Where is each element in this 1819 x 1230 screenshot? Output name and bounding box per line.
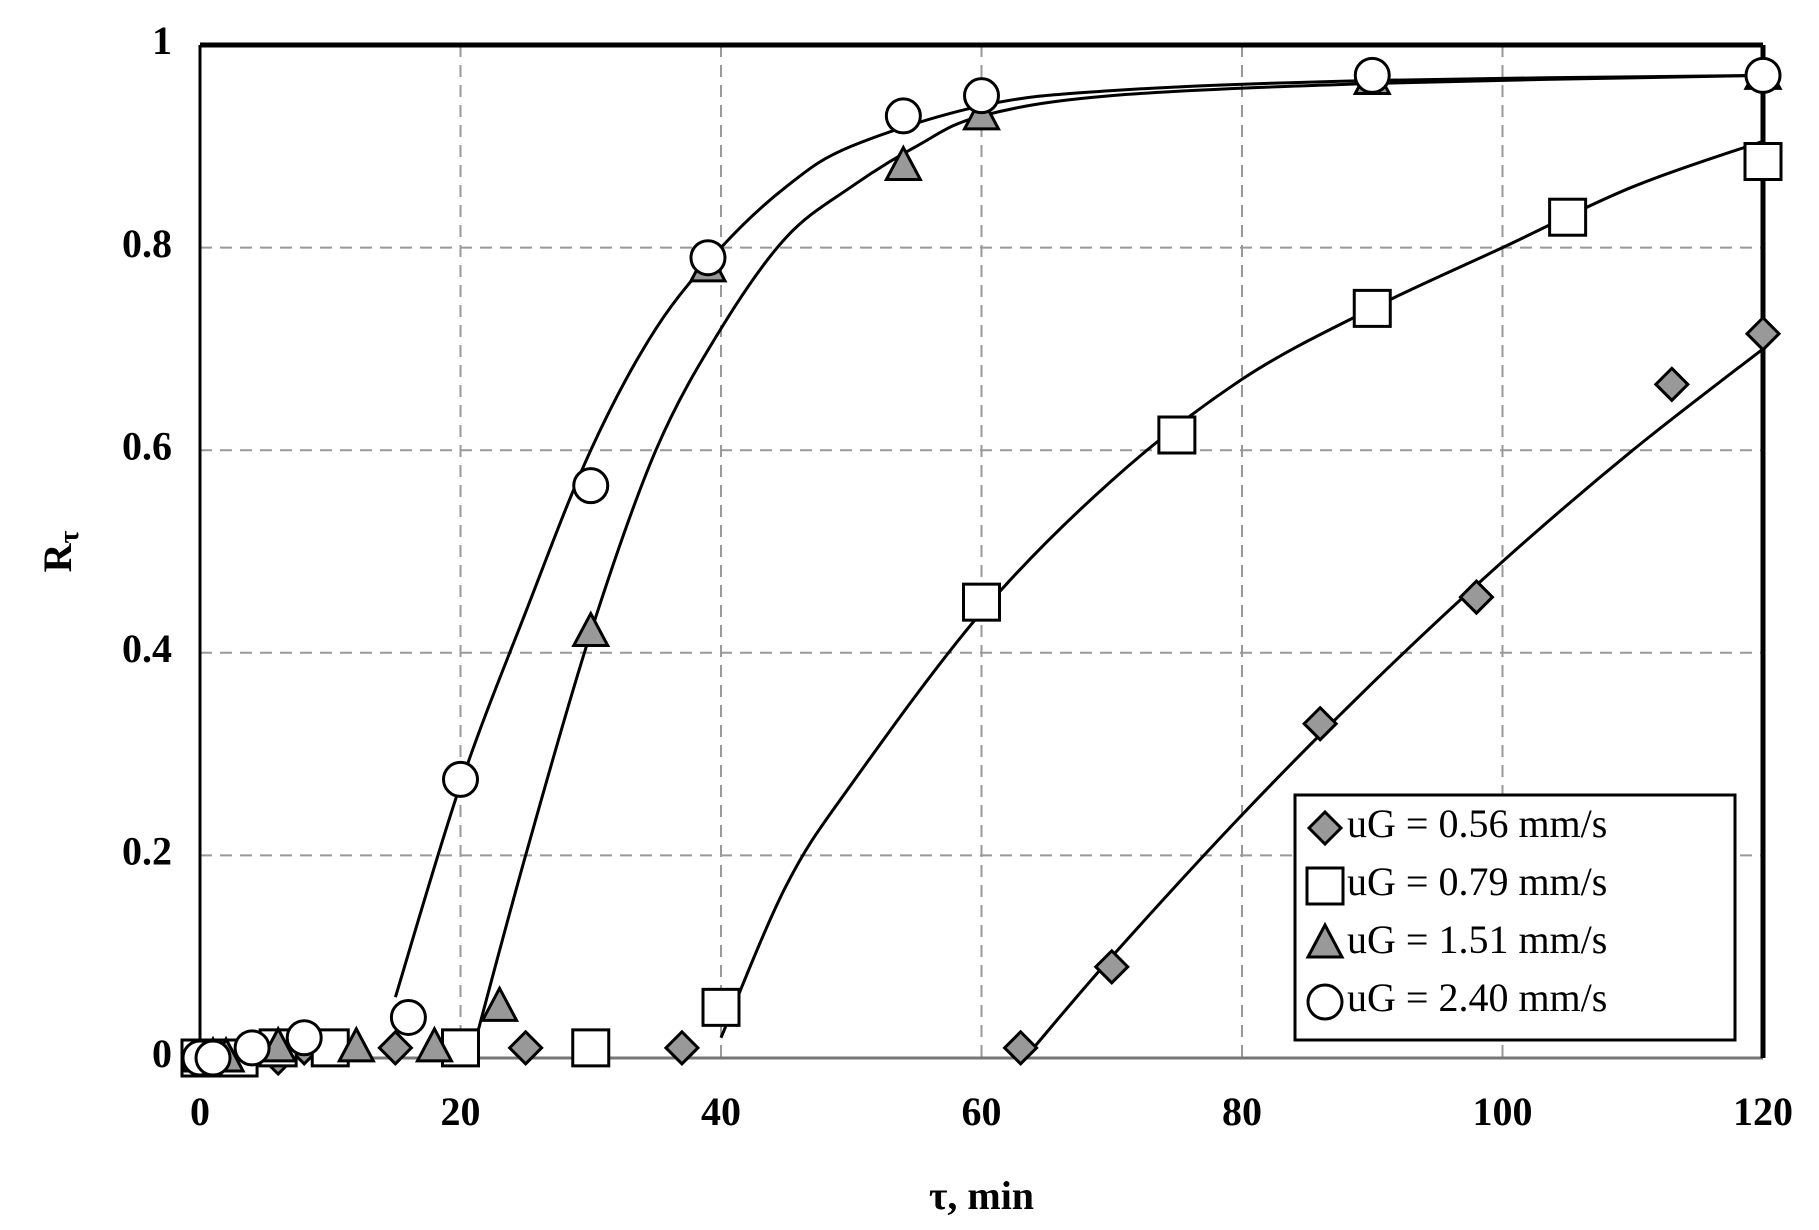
y-tick-label: 0.8	[122, 221, 172, 266]
data-point	[963, 77, 1000, 115]
data-point	[507, 1029, 544, 1066]
data-point	[480, 985, 520, 1022]
data-point	[1305, 921, 1345, 959]
legend-label: uG = 0.56 mm/s	[1347, 801, 1607, 846]
data-point	[442, 760, 479, 798]
data-point	[233, 1029, 271, 1067]
data-point	[377, 1029, 414, 1066]
data-point	[962, 582, 1001, 622]
data-point	[389, 998, 427, 1036]
y-axis-label: Rτ	[35, 531, 85, 573]
data-point	[1305, 866, 1345, 906]
data-point	[1653, 366, 1690, 403]
y-tick-label: 1	[152, 18, 172, 63]
data-point	[663, 1029, 701, 1066]
data-point	[689, 239, 727, 277]
y-tick-label: 0.2	[122, 829, 172, 874]
data-point	[1093, 948, 1130, 985]
y-axis-label-main: R	[35, 542, 80, 572]
legend-box	[1293, 793, 1737, 1042]
data-point	[1352, 288, 1392, 328]
x-tick-label: 40	[701, 1089, 741, 1134]
fit-curve	[393, 73, 1764, 998]
fit-curve	[472, 73, 1764, 1049]
data-point	[1744, 315, 1782, 352]
data-point	[1306, 983, 1344, 1021]
data-point	[1743, 141, 1783, 181]
data-point	[1548, 197, 1588, 237]
y-tick-label: 0.6	[122, 423, 172, 468]
x-tick-label: 60	[962, 1089, 1002, 1134]
x-tick-label: 20	[441, 1089, 481, 1134]
x-tick-label: 0	[190, 1089, 210, 1134]
data-point	[1306, 809, 1344, 847]
data-point	[414, 1025, 454, 1063]
data-point	[884, 97, 922, 135]
data-point	[701, 987, 741, 1027]
data-point	[194, 1039, 232, 1077]
legend-label: uG = 1.51 mm/s	[1347, 917, 1607, 962]
y-tick-label: 0.4	[122, 626, 172, 671]
data-point	[1157, 415, 1197, 455]
data-point	[336, 1025, 376, 1063]
x-tick-label: 80	[1222, 1089, 1262, 1134]
y-tick-label: 0	[152, 1031, 172, 1076]
y-axis-label-sub: τ	[54, 531, 85, 544]
fit-curve	[1032, 347, 1764, 1049]
data-point	[572, 467, 610, 505]
data-point	[1002, 1029, 1039, 1066]
data-point	[1458, 578, 1495, 616]
data-point	[1744, 56, 1782, 94]
data-point	[1302, 705, 1339, 742]
x-tick-label: 100	[1473, 1089, 1533, 1134]
data-point	[285, 1019, 323, 1057]
x-tick-label: 120	[1733, 1089, 1793, 1134]
data-point	[571, 610, 611, 648]
data-point	[1353, 56, 1391, 94]
legend-label: uG = 2.40 mm/s	[1347, 975, 1607, 1020]
data-point	[883, 144, 923, 182]
legend-label: uG = 0.79 mm/s	[1347, 859, 1607, 904]
x-axis-label: τ, min	[929, 1173, 1034, 1218]
data-point	[571, 1028, 611, 1068]
